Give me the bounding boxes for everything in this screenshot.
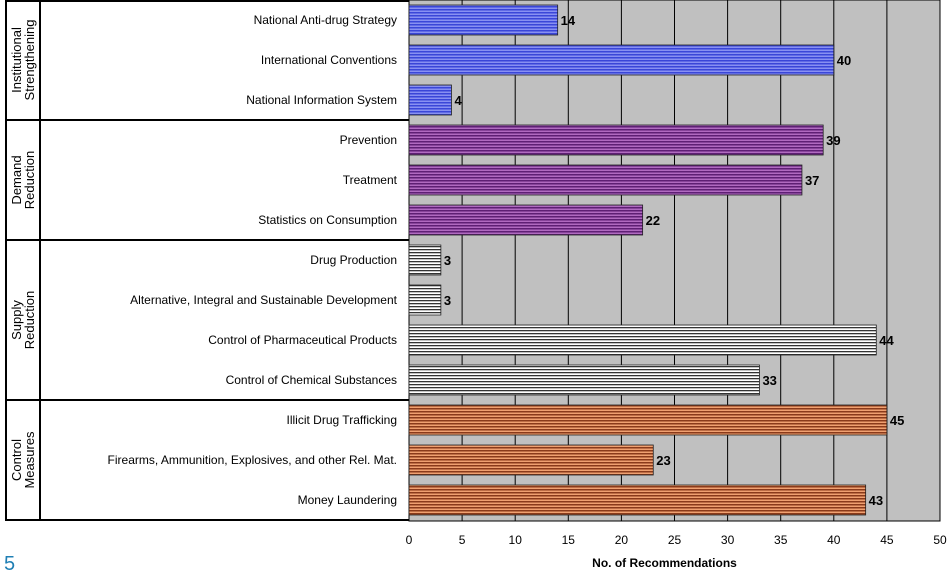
x-tick-label: 35	[774, 533, 788, 547]
x-tick-label: 0	[406, 533, 413, 547]
category-label: Control of Pharmaceutical Products	[208, 333, 397, 347]
data-label: 33	[762, 373, 776, 388]
x-tick-label: 50	[933, 533, 947, 547]
data-label: 45	[890, 413, 904, 428]
category-label: Firearms, Ammunition, Explosives, and ot…	[108, 453, 397, 467]
x-axis-title: No. of Recommendations	[592, 556, 737, 570]
data-label: 4	[454, 93, 462, 108]
data-label: 43	[869, 493, 883, 508]
bar	[408, 364, 760, 396]
category-label: International Conventions	[261, 53, 397, 67]
category-label: Drug Production	[310, 253, 397, 267]
category-label: Illicit Drug Trafficking	[287, 413, 397, 427]
bar	[408, 204, 644, 236]
x-tick-label: 30	[721, 533, 735, 547]
x-tick-label: 45	[880, 533, 894, 547]
category-label: National Anti-drug Strategy	[254, 13, 397, 27]
bar	[408, 444, 654, 476]
bar	[408, 324, 877, 356]
category-label: Treatment	[343, 173, 398, 187]
bar	[408, 164, 803, 196]
data-label: 40	[837, 53, 851, 68]
data-label: 39	[826, 133, 840, 148]
data-label: 3	[444, 293, 451, 308]
bar	[408, 4, 559, 36]
x-tick-label: 10	[509, 533, 523, 547]
x-tick-label: 15	[562, 533, 576, 547]
page-number: 5	[4, 553, 16, 575]
x-tick-label: 40	[827, 533, 841, 547]
x-tick-label: 25	[668, 533, 682, 547]
bar	[408, 484, 867, 516]
bar	[408, 84, 452, 116]
category-label: National Information System	[246, 93, 397, 107]
x-axis-ticks: 0 5 10 15 20 25 30 35 40 45 50	[406, 533, 947, 547]
bar	[408, 124, 824, 156]
category-label: Alternative, Integral and Sustainable De…	[130, 293, 397, 307]
group-label: SupplyReduction	[9, 291, 37, 350]
category-label: Control of Chemical Substances	[226, 373, 397, 387]
category-label: Money Laundering	[298, 493, 397, 507]
group-label: DemandReduction	[9, 151, 37, 210]
bar	[408, 404, 888, 436]
group-labels: InstitutionalStrengthening DemandReductio…	[5, 0, 409, 521]
group-label: ControlMeasures	[9, 431, 37, 489]
data-label: 23	[656, 453, 670, 468]
group-label: InstitutionalStrengthening	[9, 20, 37, 101]
data-label: 3	[444, 253, 451, 268]
bar	[408, 44, 835, 76]
data-label: 37	[805, 173, 819, 188]
category-label: Statistics on Consumption	[258, 213, 397, 227]
bar	[408, 284, 442, 316]
data-label: 22	[646, 213, 660, 228]
x-tick-label: 5	[459, 533, 466, 547]
category-label: Prevention	[340, 133, 397, 147]
bar	[408, 244, 442, 276]
data-label: 44	[879, 333, 894, 348]
x-tick-label: 20	[615, 533, 629, 547]
data-label: 14	[561, 13, 576, 28]
category-labels: National Anti-drug Strategy International…	[108, 13, 398, 507]
